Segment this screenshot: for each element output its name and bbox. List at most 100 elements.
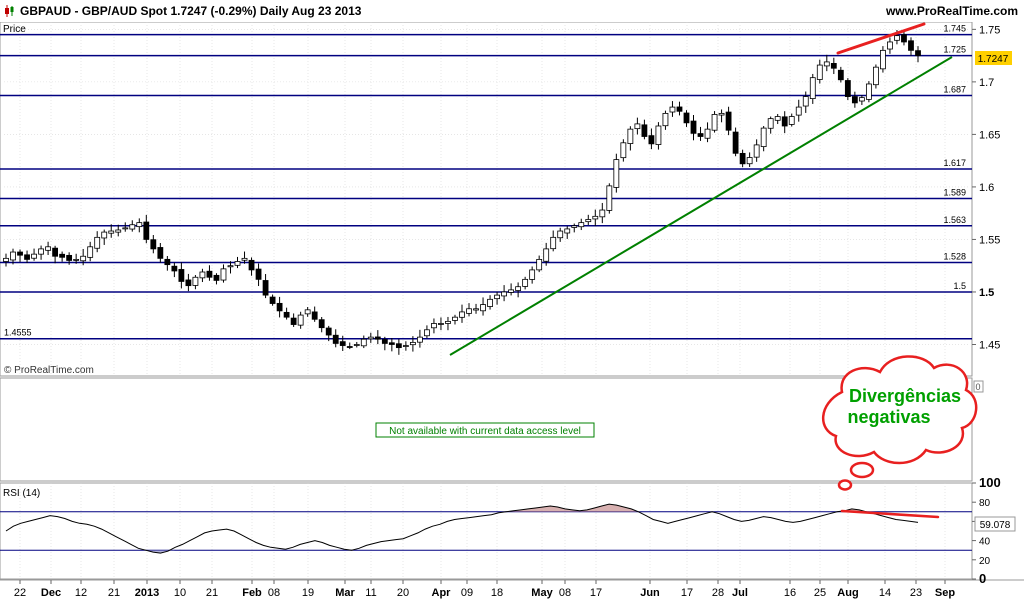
x-tick-label: Aug xyxy=(837,587,858,599)
candle-body xyxy=(431,323,437,329)
candle-body xyxy=(395,343,402,349)
level-label: 1.687 xyxy=(943,85,966,95)
y-tick-label: 1.55 xyxy=(979,234,1000,246)
annotation-line2: negativas xyxy=(847,407,930,427)
x-tick-label: 23 xyxy=(910,587,922,599)
candle-body xyxy=(739,152,746,165)
indicator-axis-value: 0 xyxy=(975,382,980,392)
candle-body xyxy=(297,314,304,326)
candle-body xyxy=(101,231,108,239)
rsi-y-tick-label: 100 xyxy=(979,475,1001,490)
candle-body xyxy=(634,123,641,130)
x-tick-label: Apr xyxy=(432,587,452,599)
candle-body xyxy=(269,296,276,304)
candle-body xyxy=(887,41,893,50)
candle-body xyxy=(585,219,592,223)
candle-body xyxy=(809,77,816,100)
candle-body xyxy=(129,224,136,230)
chart-area: 1.7451.7251.6871.6171.5891.5631.5281.51.… xyxy=(0,22,1024,599)
candle-body xyxy=(178,269,185,282)
candle-body xyxy=(234,261,241,266)
candle-body xyxy=(248,259,255,271)
candle-body xyxy=(262,280,269,296)
level-label: 1.589 xyxy=(943,187,966,197)
candle-body xyxy=(550,236,557,250)
candle-body xyxy=(466,308,472,314)
rsi-last-value: 59.078 xyxy=(980,520,1011,531)
candle-body xyxy=(704,128,711,139)
candle-body xyxy=(697,133,704,137)
candle-body xyxy=(374,336,381,340)
x-tick-label: 28 xyxy=(712,587,724,599)
candle-body xyxy=(31,253,37,259)
rsi-y-tick-label: 80 xyxy=(979,498,991,509)
x-tick-label: 09 xyxy=(461,587,473,599)
candle-body xyxy=(402,345,409,347)
y-tick-label: 1.7 xyxy=(979,77,994,89)
x-tick-label: 21 xyxy=(206,587,218,599)
y-tick-label: 1.45 xyxy=(979,339,1000,351)
candle-body xyxy=(508,289,515,293)
candle-body xyxy=(599,209,606,218)
candle-body xyxy=(192,276,199,286)
candle-body xyxy=(641,124,648,137)
candle-body xyxy=(690,120,697,134)
candle-body xyxy=(802,96,809,107)
candle-body xyxy=(241,257,248,261)
last-price: 1.7247 xyxy=(978,54,1009,65)
candle-body xyxy=(788,116,795,125)
candle-body xyxy=(213,274,220,281)
candle-body xyxy=(24,254,30,260)
x-tick-label: Jun xyxy=(640,587,660,599)
candle-body xyxy=(311,311,318,320)
site-url[interactable]: www.ProRealTime.com xyxy=(885,4,1018,18)
candle-body xyxy=(837,69,844,81)
candle-body xyxy=(150,239,157,250)
candle-body xyxy=(438,323,444,325)
candle-body xyxy=(880,49,886,70)
candle-body xyxy=(381,339,388,344)
candle-body xyxy=(662,112,669,127)
candle-body xyxy=(823,61,830,67)
candle-body xyxy=(171,265,178,272)
candle-body xyxy=(571,225,578,228)
candle-body xyxy=(873,66,879,86)
x-tick-label: 21 xyxy=(108,587,120,599)
candle-body xyxy=(606,185,613,211)
data-access-notice-box xyxy=(375,422,595,438)
candle-body xyxy=(290,317,297,325)
candle-body xyxy=(529,269,536,280)
level-label: 1.617 xyxy=(943,158,966,168)
candle-body xyxy=(185,279,192,287)
x-tick-label: 17 xyxy=(681,587,693,599)
x-tick-label: 11 xyxy=(365,587,376,599)
last-price-badge xyxy=(975,51,1012,65)
candle-body xyxy=(459,311,465,318)
candle-body xyxy=(388,342,395,345)
level-label: 1.725 xyxy=(943,45,966,55)
candle-body xyxy=(473,308,479,311)
x-tick-label: 20 xyxy=(397,587,409,599)
candle-body xyxy=(87,246,94,258)
x-tick-label: Jul xyxy=(732,587,748,599)
candle-body xyxy=(143,221,150,240)
candle-body xyxy=(725,111,732,131)
x-tick-label: Feb xyxy=(242,587,262,599)
candle-body xyxy=(718,112,725,116)
level-label: 1.528 xyxy=(943,252,966,262)
candle-body xyxy=(915,50,921,57)
candle-body xyxy=(894,35,900,41)
candle-body xyxy=(164,258,171,266)
candle-body xyxy=(613,159,620,188)
chart-title: GBPAUD - GBP/AUD Spot 1.7247 (-0.29%) Da… xyxy=(20,4,362,18)
candle-body xyxy=(844,80,851,97)
x-tick-label: 12 xyxy=(75,587,87,599)
candle-body xyxy=(45,246,51,251)
y-tick-label: 1.75 xyxy=(979,24,1000,36)
price-divergence-line xyxy=(836,22,926,55)
candle-body xyxy=(767,118,774,129)
candle-body xyxy=(115,229,122,233)
candle-body xyxy=(494,294,500,300)
candle-body xyxy=(10,251,16,261)
level-label: 1.745 xyxy=(943,24,966,34)
